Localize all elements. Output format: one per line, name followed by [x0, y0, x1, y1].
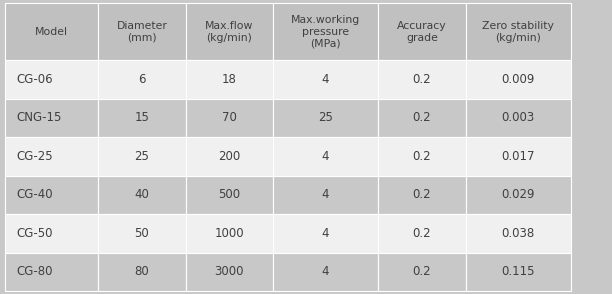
Text: 4: 4 — [322, 227, 329, 240]
Bar — [273, 176, 378, 214]
Text: CG-25: CG-25 — [16, 150, 53, 163]
Bar — [273, 137, 378, 176]
Bar — [378, 214, 466, 253]
Text: 0.2: 0.2 — [412, 73, 431, 86]
Bar — [466, 99, 571, 137]
Text: 4: 4 — [322, 73, 329, 86]
Bar — [466, 60, 571, 99]
Text: 0.009: 0.009 — [502, 73, 535, 86]
Text: 0.029: 0.029 — [501, 188, 535, 201]
Bar — [99, 137, 185, 176]
Text: 40: 40 — [135, 188, 149, 201]
Text: 0.2: 0.2 — [412, 227, 431, 240]
Bar — [273, 3, 378, 60]
Text: 25: 25 — [135, 150, 149, 163]
Text: 70: 70 — [222, 111, 237, 124]
Text: 18: 18 — [222, 73, 237, 86]
Bar — [99, 3, 185, 60]
Text: 0.2: 0.2 — [412, 265, 431, 278]
Text: 200: 200 — [218, 150, 241, 163]
Text: CG-50: CG-50 — [16, 227, 53, 240]
Text: Max.working
pressure
(MPa): Max.working pressure (MPa) — [291, 15, 360, 49]
Bar — [466, 3, 571, 60]
Text: 6: 6 — [138, 73, 146, 86]
Text: 50: 50 — [135, 227, 149, 240]
Bar — [5, 3, 99, 60]
Bar — [185, 137, 273, 176]
Bar — [273, 253, 378, 291]
Text: Zero stability
(kg/min): Zero stability (kg/min) — [482, 21, 554, 43]
Bar — [378, 3, 466, 60]
Bar — [5, 60, 99, 99]
Bar — [466, 253, 571, 291]
Bar — [378, 176, 466, 214]
Text: Max.flow
(kg/min): Max.flow (kg/min) — [205, 21, 253, 43]
Bar — [185, 3, 273, 60]
Bar — [185, 176, 273, 214]
Text: CG-80: CG-80 — [16, 265, 53, 278]
Bar — [273, 60, 378, 99]
Text: CG-06: CG-06 — [16, 73, 53, 86]
Bar — [466, 137, 571, 176]
Bar — [378, 99, 466, 137]
Text: 25: 25 — [318, 111, 333, 124]
Text: 0.003: 0.003 — [502, 111, 535, 124]
Bar — [466, 176, 571, 214]
Text: 0.2: 0.2 — [412, 111, 431, 124]
Text: CNG-15: CNG-15 — [16, 111, 61, 124]
Text: 4: 4 — [322, 188, 329, 201]
Text: 80: 80 — [135, 265, 149, 278]
Bar — [273, 99, 378, 137]
Bar — [5, 99, 99, 137]
Bar — [466, 214, 571, 253]
Text: 500: 500 — [218, 188, 241, 201]
Text: 0.038: 0.038 — [502, 227, 535, 240]
Text: 4: 4 — [322, 265, 329, 278]
Text: 3000: 3000 — [214, 265, 244, 278]
Text: 0.017: 0.017 — [501, 150, 535, 163]
Bar — [99, 253, 185, 291]
Bar — [99, 176, 185, 214]
Text: 15: 15 — [135, 111, 149, 124]
Bar — [99, 214, 185, 253]
Bar — [99, 99, 185, 137]
Bar — [5, 137, 99, 176]
Text: 0.115: 0.115 — [501, 265, 535, 278]
Bar — [378, 137, 466, 176]
Bar — [273, 214, 378, 253]
Bar — [185, 253, 273, 291]
Text: Accuracy
grade: Accuracy grade — [397, 21, 447, 43]
Bar — [378, 253, 466, 291]
Text: 1000: 1000 — [214, 227, 244, 240]
Bar — [378, 60, 466, 99]
Bar — [5, 214, 99, 253]
Bar — [99, 60, 185, 99]
Text: Model: Model — [35, 26, 68, 37]
Text: CG-40: CG-40 — [16, 188, 53, 201]
Text: 0.2: 0.2 — [412, 150, 431, 163]
Bar — [185, 214, 273, 253]
Bar — [5, 176, 99, 214]
Bar — [185, 60, 273, 99]
Text: 4: 4 — [322, 150, 329, 163]
Bar — [5, 253, 99, 291]
Bar — [185, 99, 273, 137]
Text: Diameter
(mm): Diameter (mm) — [116, 21, 167, 43]
Text: 0.2: 0.2 — [412, 188, 431, 201]
